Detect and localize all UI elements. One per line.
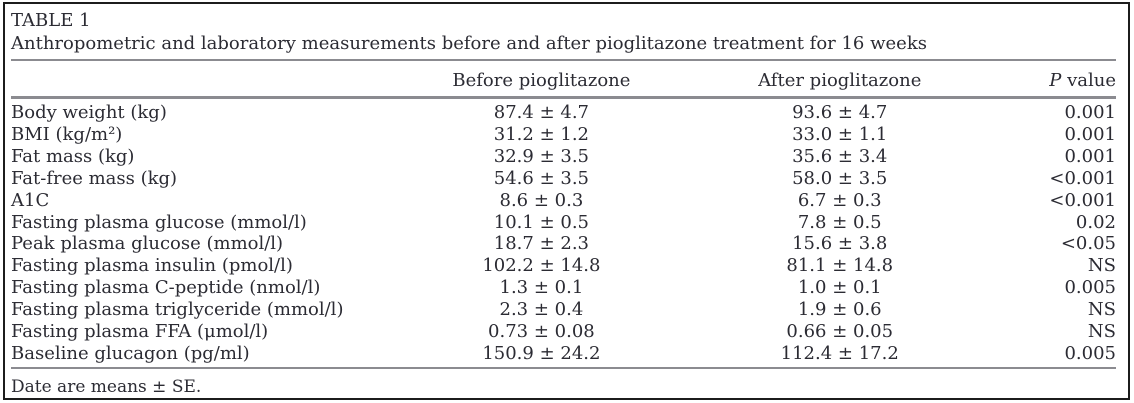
p-value: 0.001 <box>1064 123 1116 145</box>
p-value: <0.001 <box>1049 189 1116 211</box>
before-value: 87.4 ± 4.7 <box>493 102 589 123</box>
table-row: BMI (kg/m²) 31.2 ± 1.2 33.0 ± 1.1 0.001 <box>11 124 1116 146</box>
table-row: Body weight (kg) 87.4 ± 4.7 93.6 ± 4.7 0… <box>11 98 1116 124</box>
p-value: NS <box>1087 321 1116 343</box>
before-value: 102.2 ± 14.8 <box>482 255 601 277</box>
table-footnote: Date are means ± SE. <box>11 376 202 397</box>
p-value: <0.001 <box>1049 167 1116 189</box>
after-value: 1.0 ± 0.1 <box>797 277 882 299</box>
after-value: 1.9 ± 0.6 <box>797 299 882 321</box>
after-value: 58.0 ± 3.5 <box>792 167 888 189</box>
after-value: 81.1 ± 14.8 <box>786 255 894 277</box>
table-row: A1C 8.6 ± 0.3 6.7 ± 0.3 <0.001 <box>11 190 1116 212</box>
p-value-italic-letter: P <box>1049 70 1062 91</box>
table-caption: TABLE 1 Anthropometric and laboratory me… <box>11 9 1116 61</box>
row-label: Fasting plasma triglyceride (mmol/l) <box>11 299 344 321</box>
col-header-p-value: P value <box>1005 61 1116 99</box>
before-value: 10.1 ± 0.5 <box>493 211 589 233</box>
row-label: BMI (kg/m²) <box>11 123 123 145</box>
col-header-after: After pioglitazone <box>673 61 1006 99</box>
table-row: Baseline glucagon (pg/ml) 150.9 ± 24.2 1… <box>11 342 1116 369</box>
row-label: Body weight (kg) <box>11 102 167 123</box>
p-value: 0.001 <box>1064 145 1116 167</box>
after-value: 7.8 ± 0.5 <box>797 211 882 233</box>
p-value: 0.001 <box>1064 102 1116 123</box>
table-row: Fasting plasma insulin (pmol/l) 102.2 ± … <box>11 255 1116 277</box>
before-value: 32.9 ± 3.5 <box>493 145 589 167</box>
p-value-word: value <box>1061 70 1116 91</box>
table-row: Fasting plasma triglyceride (mmol/l) 2.3… <box>11 299 1116 321</box>
row-label: Fasting plasma C-peptide (nmol/l) <box>11 277 321 299</box>
measurements-table: Before pioglitazone After pioglitazone P… <box>11 61 1116 369</box>
p-value: NS <box>1087 255 1116 277</box>
row-label: A1C <box>11 189 50 211</box>
table-title: Anthropometric and laboratory measuremen… <box>11 33 927 54</box>
after-value: 6.7 ± 0.3 <box>797 189 882 211</box>
row-label: Fat-free mass (kg) <box>11 167 178 189</box>
before-value: 2.3 ± 0.4 <box>499 299 584 321</box>
before-value: 150.9 ± 24.2 <box>408 342 674 369</box>
row-label: Fasting plasma insulin (pmol/l) <box>11 255 293 277</box>
before-value: 1.3 ± 0.1 <box>499 277 584 299</box>
table-row: Fasting plasma C-peptide (nmol/l) 1.3 ± … <box>11 277 1116 299</box>
after-value: 35.6 ± 3.4 <box>792 145 888 167</box>
header-row: Before pioglitazone After pioglitazone P… <box>11 61 1116 99</box>
after-value: 33.0 ± 1.1 <box>792 123 888 145</box>
table-number: TABLE 1 <box>11 10 91 31</box>
after-value: 112.4 ± 17.2 <box>673 342 1006 369</box>
row-label: Fasting plasma FFA (μmol/l) <box>11 321 269 343</box>
p-value: NS <box>1087 299 1116 321</box>
p-value: 0.005 <box>1005 342 1116 369</box>
col-header-before: Before pioglitazone <box>408 61 674 99</box>
before-value: 8.6 ± 0.3 <box>499 189 584 211</box>
p-value: <0.05 <box>1060 233 1116 255</box>
p-value: 0.02 <box>1075 211 1116 233</box>
p-value: 0.005 <box>1064 277 1116 299</box>
row-label: Fasting plasma glucose (mmol/l) <box>11 211 307 233</box>
table-row: Fasting plasma glucose (mmol/l) 10.1 ± 0… <box>11 212 1116 234</box>
after-value: 0.66 ± 0.05 <box>786 321 894 343</box>
col-header-parameter <box>11 61 409 99</box>
row-label: Fat mass (kg) <box>11 145 135 167</box>
table-row: Fat mass (kg) 32.9 ± 3.5 35.6 ± 3.4 0.00… <box>11 146 1116 168</box>
table-frame: TABLE 1 Anthropometric and laboratory me… <box>3 2 1130 400</box>
after-value: 15.6 ± 3.8 <box>792 233 888 255</box>
table-row: Fasting plasma FFA (μmol/l) 0.73 ± 0.08 … <box>11 321 1116 343</box>
row-label: Baseline glucagon (pg/ml) <box>11 342 409 369</box>
after-value: 93.6 ± 4.7 <box>792 102 888 123</box>
table-row: Fat-free mass (kg) 54.6 ± 3.5 58.0 ± 3.5… <box>11 168 1116 190</box>
before-value: 31.2 ± 1.2 <box>493 123 589 145</box>
before-value: 54.6 ± 3.5 <box>493 167 589 189</box>
before-value: 18.7 ± 2.3 <box>493 233 589 255</box>
table-row: Peak plasma glucose (mmol/l) 18.7 ± 2.3 … <box>11 233 1116 255</box>
row-label: Peak plasma glucose (mmol/l) <box>11 233 284 255</box>
before-value: 0.73 ± 0.08 <box>488 321 595 343</box>
